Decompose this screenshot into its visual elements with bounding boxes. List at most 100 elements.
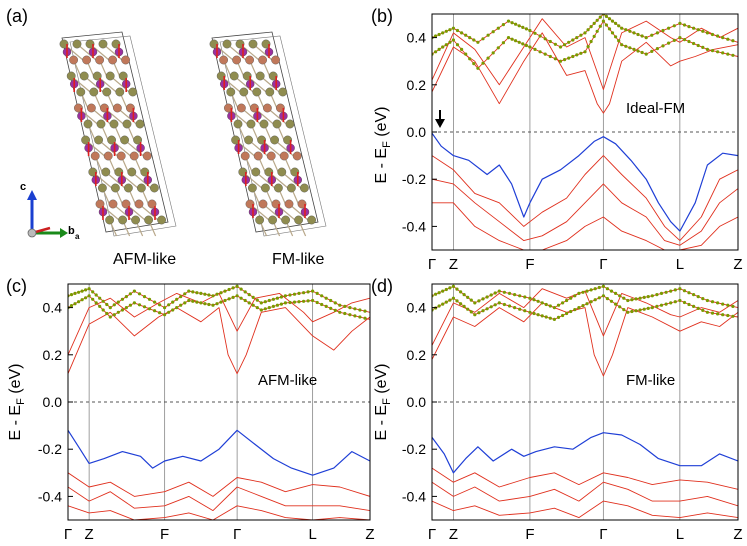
marker-band-1-point: [605, 297, 610, 301]
atom: [102, 87, 112, 97]
marker-band-0-point: [271, 297, 275, 301]
atom: [285, 119, 295, 129]
marker-band-1-point: [583, 50, 587, 54]
marker-band-1-point: [678, 298, 682, 303]
marker-band-0-point: [279, 295, 283, 299]
atom: [292, 151, 302, 161]
marker-band-1-point: [628, 46, 632, 50]
marker-band-1-point: [672, 38, 676, 43]
marker-band-1-point: [532, 311, 536, 316]
atom: [109, 119, 119, 129]
marker-band-0-point: [533, 31, 537, 35]
atom: [226, 87, 236, 97]
atom: [260, 183, 270, 193]
marker-band-0-point: [731, 304, 735, 308]
kpoint-label-1: Z: [449, 526, 458, 543]
marker-band-0-point: [678, 287, 682, 291]
marker-band-1-point: [630, 309, 634, 314]
marker-band-1-point: [94, 301, 98, 305]
marker-band-1-point: [620, 43, 624, 47]
marker-band-0-point: [687, 25, 691, 29]
marker-band-0-point: [167, 303, 171, 307]
vbm-arrow: [435, 110, 445, 128]
marker-band-0-point: [696, 28, 700, 32]
marker-band-1-point: [607, 27, 612, 31]
marker-band-1-point: [158, 311, 162, 315]
marker-band-0-point: [628, 29, 632, 33]
kpoint-label-0: Γ: [428, 526, 436, 543]
marker-band-1-point: [585, 302, 589, 306]
valence-band-0: [432, 467, 738, 490]
marker-band-1-point: [640, 50, 644, 55]
marker-band-0-point: [473, 301, 477, 305]
marker-band-0-point: [163, 306, 167, 310]
marker-band-1-point: [73, 302, 77, 306]
marker-band-1-point: [716, 312, 720, 316]
marker-band-1-point: [468, 57, 472, 61]
atom: [127, 167, 137, 177]
structure-afm-label: AFM-like: [113, 251, 176, 268]
marker-band-1-point: [239, 296, 243, 300]
marker-band-0-point: [553, 42, 558, 46]
marker-band-0-point: [532, 298, 536, 302]
atom: [90, 151, 100, 161]
marker-band-0-point: [524, 27, 529, 31]
marker-band-1-point: [243, 298, 247, 303]
marker-band-0-point: [460, 31, 464, 35]
atom: [273, 183, 283, 193]
atom: [271, 55, 280, 65]
marker-band-1-point: [644, 52, 648, 56]
marker-band-1-point: [569, 309, 573, 314]
marker-band-0-point: [485, 295, 489, 299]
marker-band-1-point: [618, 305, 622, 309]
conduction-band-0: [432, 302, 738, 377]
band-plot-b: 0.40.20.0-0.2-0.4Γ Z F Γ L Z: [402, 13, 743, 273]
atom: [111, 39, 121, 49]
atom: [249, 103, 259, 113]
marker-band-0-point: [105, 302, 109, 307]
marker-band-0-point: [324, 296, 328, 300]
marker-band-1-point: [497, 301, 501, 305]
bands: [432, 14, 738, 250]
atom: [271, 199, 281, 209]
marker-band-0-point: [288, 293, 292, 297]
valence-band-1: [68, 486, 370, 512]
marker-band-0-point: [716, 301, 720, 305]
marker-band-0-point: [283, 294, 287, 298]
atom: [277, 167, 287, 177]
marker-band-1-point: [528, 310, 532, 314]
marker-band-0-point: [644, 36, 648, 40]
marker-band-0-point: [601, 284, 606, 288]
marker-band-0-point: [573, 294, 577, 298]
marker-band-0-point: [638, 296, 642, 300]
marker-band-0-point: [116, 300, 120, 304]
atom: [253, 151, 263, 161]
marker-band-1-point: [259, 308, 263, 312]
atom: [83, 119, 93, 129]
marker-band-0-point: [455, 28, 460, 33]
atom: [94, 135, 104, 145]
marker-band-1-point: [441, 302, 445, 306]
marker-band-0-point: [583, 31, 587, 35]
atom: [92, 71, 102, 81]
marker-band-0-point: [595, 18, 599, 22]
atom: [100, 103, 109, 113]
marker-band-1-point: [586, 45, 590, 49]
marker-band-0-point: [263, 300, 267, 304]
marker-band-0-point: [565, 298, 569, 303]
marker-band-1-point: [223, 298, 227, 303]
atom: [275, 103, 285, 113]
atom: [107, 135, 117, 145]
atom: [79, 71, 89, 81]
atom: [294, 215, 303, 225]
panel-a: (a) c b a AFM-like FM-like: [6, 6, 327, 268]
marker-band-0-point: [476, 40, 480, 44]
marker-band-0-point: [486, 33, 490, 37]
bands: [68, 284, 370, 520]
atom: [111, 183, 120, 193]
atom: [251, 167, 261, 177]
atom: [116, 151, 126, 161]
kpoint-label-2: F: [525, 526, 534, 543]
marker-band-0-point: [275, 296, 279, 300]
panel-c-annotation: AFM-like: [258, 372, 317, 389]
